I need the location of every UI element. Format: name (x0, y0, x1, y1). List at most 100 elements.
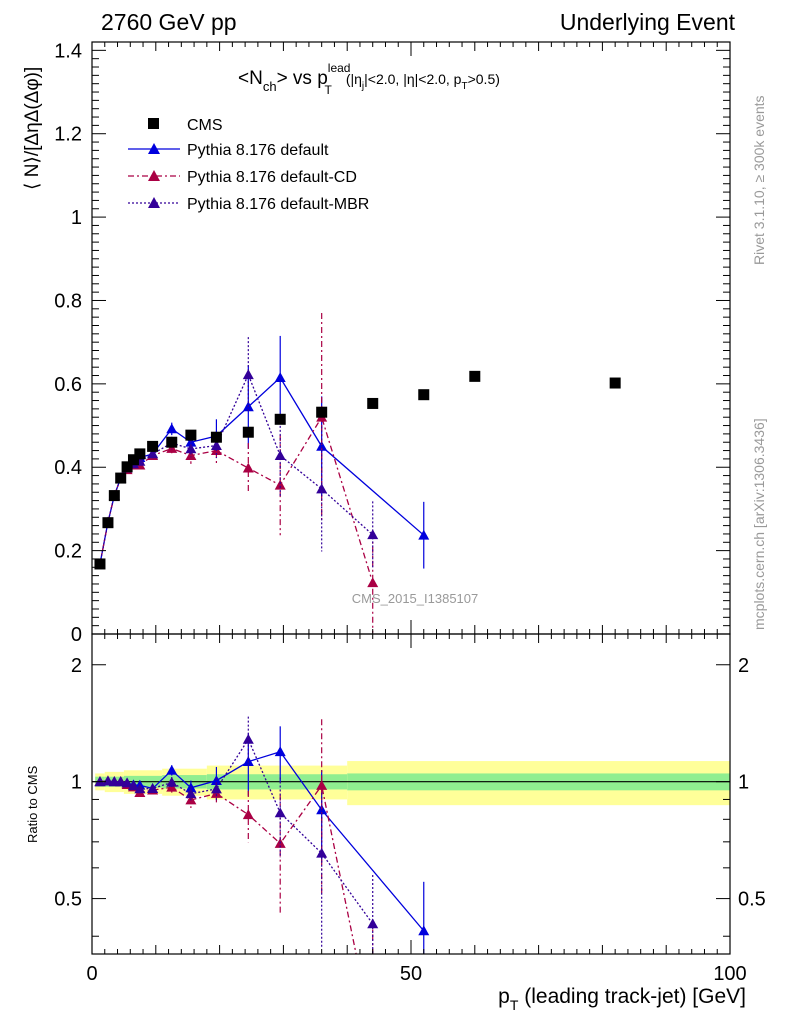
ratio-series-point-2-9 (185, 788, 197, 799)
legend-label-default: Pythia 8.176 default (187, 142, 329, 159)
main-series-point-0-8 (166, 423, 178, 434)
ratio-series-line-1 (99, 780, 357, 954)
ratio-series-point-2-8 (166, 776, 178, 787)
ratio-tick-label-right-0.5: 0.5 (738, 889, 766, 911)
ratio-tick-label-left-2: 2 (71, 655, 82, 677)
main-series-point-1-9 (185, 450, 197, 460)
ratio-series-point-2-6 (134, 783, 146, 794)
legend-label-cms: CMS (187, 117, 223, 134)
cms-data-point-5 (127, 454, 139, 466)
cms-data-point-8 (166, 436, 178, 448)
title-cut1: (|η (346, 71, 362, 87)
title-cut1-sub: j (361, 81, 364, 92)
main-series-point-1-14 (367, 577, 379, 588)
main-series-point-1-11 (242, 462, 254, 473)
x-axis-label: pT (leading track-jet) [GeV] (498, 985, 746, 1013)
ratio-series-point-0-14 (418, 925, 430, 936)
x-tick-label-50: 50 (400, 963, 422, 985)
main-series-point-2-12 (274, 450, 286, 460)
title-p-sub: T (324, 83, 332, 97)
cms-data-point-4 (121, 461, 133, 473)
y-tick-label-0: 0 (71, 624, 82, 646)
title-cut2-sub: T (461, 81, 467, 92)
ratio-series-2 (94, 716, 379, 954)
legend-marker-cms (148, 118, 159, 129)
cms-data-point-13 (316, 406, 328, 418)
cms-data-point-1 (102, 517, 114, 529)
y-tick-label-1.2: 1.2 (54, 124, 82, 146)
header-left: 2760 GeV pp (101, 9, 237, 35)
x-label-rest: (leading track-jet) [GeV] (518, 985, 746, 1008)
y-tick-label-1.4: 1.4 (54, 40, 82, 62)
legend: CMS Pythia 8.176 default Pythia 8.176 de… (128, 117, 369, 213)
title-cut3: >0.5) (468, 71, 500, 87)
ratio-series-point-0-12 (274, 746, 286, 757)
main-series-point-1-12 (274, 479, 286, 490)
ratio-series-point-2-13 (316, 847, 328, 858)
legend-marker-mbr (148, 197, 160, 208)
mcplots-label: mcplots.cern.ch [arXiv:1306.3436] (751, 418, 767, 630)
main-series-point-2-13 (316, 483, 328, 494)
ratio-tick-label-right-2: 2 (738, 655, 749, 677)
main-series-point-2-10 (210, 440, 222, 450)
axes: 0 50 100 0 0.2 0.4 0.6 0.8 1 1.2 1.4 0.5 0.5 1 1 2 2 (54, 40, 766, 985)
main-data-series (94, 370, 621, 570)
cms-data-point-7 (147, 440, 159, 452)
ratio-series-point-2-5 (127, 780, 139, 791)
ratio-series-point-2-4 (121, 777, 133, 788)
title-p-sup: lead (328, 61, 351, 75)
main-mc-series (94, 312, 430, 633)
cms-data-point-10 (210, 431, 222, 443)
ratio-tick-label-left-0.5: 0.5 (54, 889, 82, 911)
ratio-series-point-2-14 (367, 918, 379, 929)
y-tick-label-1: 1 (71, 207, 82, 229)
title-prefix: <N (238, 68, 263, 89)
y-tick-label-0.4: 0.4 (54, 457, 82, 479)
cms-data-point-3 (115, 472, 127, 484)
legend-label-cd: Pythia 8.176 default-CD (187, 169, 357, 186)
main-series-point-2-9 (185, 443, 197, 454)
main-series-point-2-14 (367, 529, 379, 540)
legend-marker-default (148, 143, 160, 154)
cms-data-point-15 (418, 389, 430, 401)
chart-title: <Nch> vs plead T(|ηj|<2.0, |η|<2.0, pT>0.… (238, 61, 500, 97)
legend-label-mbr: Pythia 8.176 default-MBR (187, 196, 369, 213)
ratio-tick-label-left-1: 1 (71, 772, 82, 794)
ratio-series-point-2-12 (274, 807, 286, 818)
analysis-watermark: CMS_2015_I1385107 (352, 591, 479, 606)
ratio-series-point-2-11 (242, 733, 254, 744)
main-series-point-2-11 (242, 369, 254, 380)
cms-data-point-6 (134, 448, 146, 460)
cms-data-point-11 (242, 426, 254, 438)
ratio-series-point-2-10 (210, 783, 222, 794)
main-series-point-2-7 (147, 448, 159, 459)
main-series-point-0-12 (274, 372, 286, 383)
ratio-series-point-1-13 (316, 780, 328, 790)
y-tick-label-0.2: 0.2 (54, 541, 82, 563)
legend-marker-cd (148, 170, 160, 181)
cms-data-point-2 (108, 490, 120, 502)
y-tick-label-0.8: 0.8 (54, 290, 82, 312)
main-series-point-0-13 (316, 440, 328, 451)
title-middle: > vs p (277, 68, 328, 89)
ratio-mc-series (94, 716, 430, 954)
ratio-series-point-2-0 (94, 776, 106, 787)
header-right: Underlying Event (560, 9, 736, 35)
ratio-series-point-1-11 (242, 809, 254, 820)
ratio-y-axis-label: Ratio to CMS (25, 765, 40, 843)
main-series-line-1 (99, 415, 374, 583)
title-prefix-sub: ch (263, 79, 277, 94)
cms-data-point-12 (274, 413, 286, 425)
x-tick-label-100: 100 (713, 963, 746, 985)
rivet-label: Rivet 3.1.10, ≥ 300k events (751, 95, 767, 265)
main-series-point-0-14 (418, 529, 430, 540)
cms-data-point-17 (609, 377, 621, 389)
cms-data-point-0 (94, 558, 106, 570)
y-axis-label: ⟨ N⟩/[ΔηΔ(Δφ)] (22, 67, 43, 190)
cms-data-point-16 (469, 370, 481, 382)
ratio-series-1 (94, 719, 374, 954)
title-cut2: |<2.0, |η|<2.0, p (364, 71, 462, 87)
cms-data-point-14 (367, 397, 379, 409)
